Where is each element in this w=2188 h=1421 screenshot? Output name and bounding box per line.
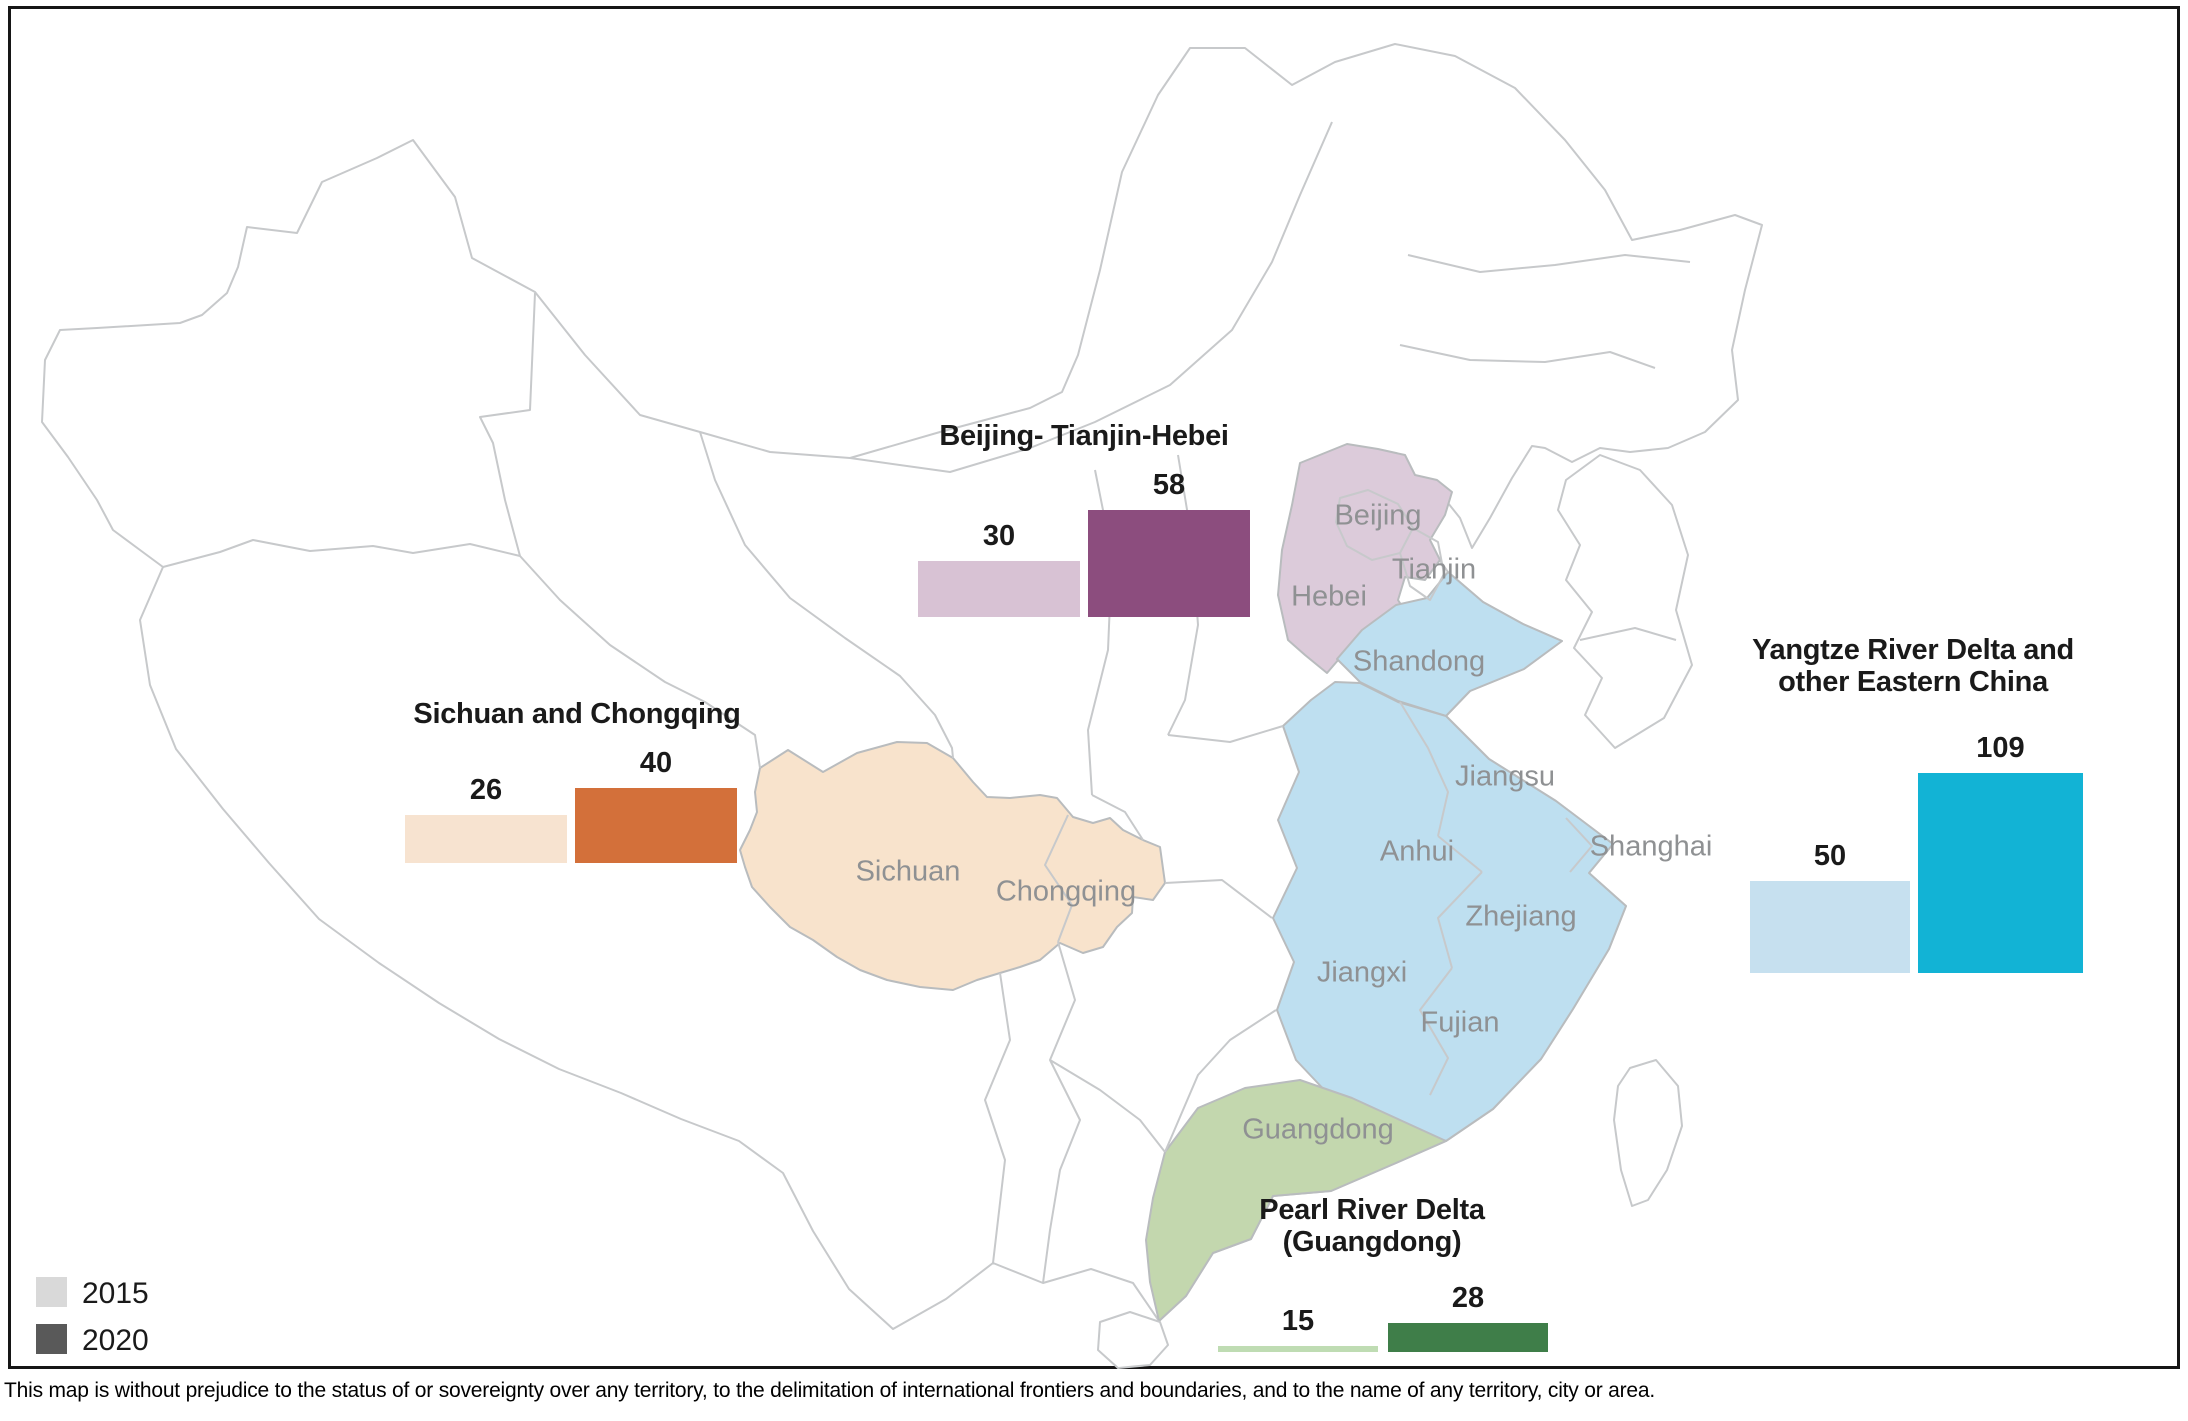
province-label-beijing: Beijing <box>1334 499 1422 532</box>
zhejiang-jiangxi-boundary-line <box>1437 871 1483 969</box>
province-boundary-guizhou-guangxi <box>1049 1059 1166 1153</box>
value-2020-pearl-river-delta: 28 <box>1451 1282 1485 1314</box>
region-title-line: other Eastern China <box>1778 666 2048 699</box>
value-2015-yangtze-river-delta: 50 <box>1813 840 1847 872</box>
map-disclaimer: This map is without prejudice to the sta… <box>4 1379 1656 1402</box>
bar-2015-yangtze-river-delta <box>1750 881 1910 973</box>
bar-2020-sichuan-chongqing <box>575 788 737 863</box>
tianjin-boundary-line <box>1399 527 1445 601</box>
province-label-jiangxi: Jiangxi <box>1316 956 1408 989</box>
region-title-line: (Guangdong) <box>1282 1226 1462 1259</box>
bar-2020-pearl-river-delta <box>1388 1323 1548 1352</box>
region-title-sichuan-chongqing: Sichuan and Chongqing <box>377 698 777 730</box>
legend-label-2015: 2015 <box>82 1277 149 1310</box>
province-boundary-shaanxi-sichuan <box>1091 794 1144 841</box>
province-label-sichuan: Sichuan <box>855 855 961 888</box>
region-title-pearl-river-delta: Pearl River Delta (Guangdong) <box>1172 1194 1572 1259</box>
value-2020-sichuan-chongqing: 40 <box>639 747 673 779</box>
china-mainland-outline <box>41 43 1763 1330</box>
legend-swatch-2020 <box>36 1324 67 1354</box>
province-label-tianjin: Tianjin <box>1391 553 1477 586</box>
region-fill-beijing-tianjin-hebei <box>1277 443 1453 674</box>
province-boundary-yunnan-guangxi <box>984 972 1011 1264</box>
value-2015-beijing-tianjin-hebei: 30 <box>982 520 1016 552</box>
province-label-shandong: Shandong <box>1352 645 1486 678</box>
province-label-jiangsu: Jiangsu <box>1455 760 1555 793</box>
province-label-hebei: Hebei <box>1291 580 1367 613</box>
region-title-beijing-tianjin-hebei: Beijing- Tianjin-Hebei <box>884 420 1284 452</box>
value-2020-beijing-tianjin-hebei: 58 <box>1152 469 1186 501</box>
taiwan-island-outline <box>1613 1059 1683 1207</box>
province-boundary-xinjiang-east <box>479 292 536 557</box>
bar-2020-beijing-tianjin-hebei <box>1088 510 1250 617</box>
hainan-island-outline <box>1097 1311 1169 1369</box>
bar-2015-pearl-river-delta <box>1218 1346 1378 1352</box>
region-fill-guangdong <box>1145 1079 1447 1322</box>
province-label-shanghai: Shanghai <box>1589 830 1713 863</box>
jiangxi-fujian-boundary-line <box>1419 967 1453 1096</box>
bar-2015-sichuan-chongqing <box>405 815 567 863</box>
chongqing-boundary-line <box>1044 814 1073 943</box>
province-label-chongqing: Chongqing <box>995 875 1137 908</box>
province-boundary-hubei-hunan <box>1164 879 1273 919</box>
value-2015-sichuan-chongqing: 26 <box>469 774 503 806</box>
province-boundary-tibet-qinghai <box>519 555 761 769</box>
shanghai-boundary-line <box>1565 817 1593 873</box>
bar-2015-beijing-tianjin-hebei <box>918 561 1080 617</box>
region-title-yangtze-river-delta: Yangtze River Delta and other Eastern Ch… <box>1688 634 2138 699</box>
value-2015-pearl-river-delta: 15 <box>1281 1305 1315 1337</box>
province-boundary-jilin-liaoning <box>1399 344 1656 369</box>
value-2020-yangtze-river-delta: 109 <box>1976 732 2025 764</box>
province-boundary-inner-mongolia <box>849 121 1333 473</box>
korea-inner-boundary-line <box>1579 627 1677 641</box>
province-boundary-heilongjiang-jilin <box>1407 254 1691 273</box>
province-label-zhejiang: Zhejiang <box>1465 900 1577 933</box>
province-label-guangdong: Guangdong <box>1242 1113 1394 1146</box>
korea-peninsula-outline <box>1557 454 1693 749</box>
region-fill-sichuan-chongqing <box>739 741 1166 991</box>
province-boundary-guizhou <box>1042 941 1081 1284</box>
province-boundary-hunan-guangdong <box>1164 1009 1277 1153</box>
region-title-line: Sichuan and Chongqing <box>413 698 741 730</box>
region-title-line: Yangtze River Delta and <box>1752 634 2074 666</box>
province-boundary-gansu <box>699 431 954 759</box>
province-boundary-xinjiang-south <box>162 539 521 568</box>
bar-2020-yangtze-river-delta <box>1918 773 2083 973</box>
region-title-line: Pearl River Delta <box>1259 1194 1485 1226</box>
region-title-line: Beijing- Tianjin-Hebei <box>939 420 1229 452</box>
province-label-fujian: Fujian <box>1420 1006 1500 1039</box>
anhui-zhejiang-boundary-line <box>1437 835 1483 873</box>
province-boundary-henan <box>1167 725 1284 743</box>
province-label-anhui: Anhui <box>1379 835 1455 868</box>
legend-label-2020: 2020 <box>82 1324 149 1357</box>
jiangsu-anhui-boundary-line <box>1399 701 1449 837</box>
legend-swatch-2015 <box>36 1277 67 1307</box>
